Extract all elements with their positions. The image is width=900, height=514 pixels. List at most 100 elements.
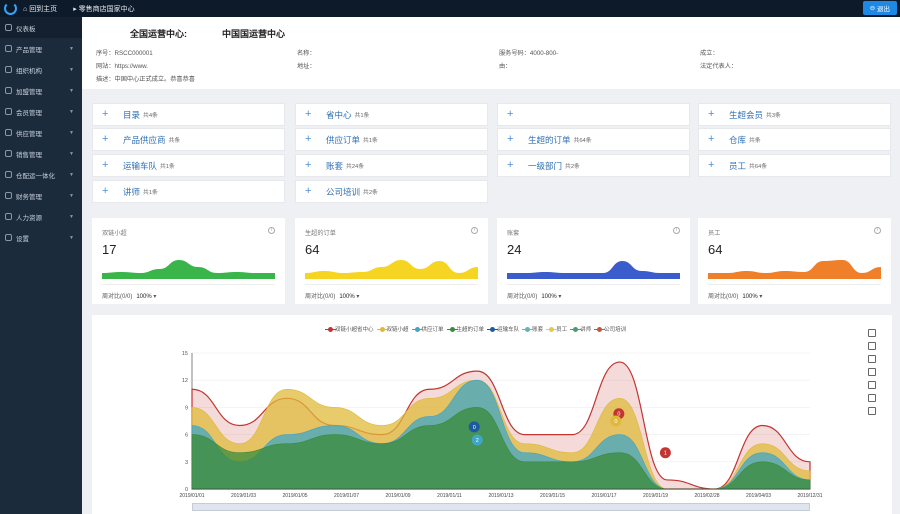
sidebar-item-9[interactable]: 人力资源 ▼ xyxy=(0,206,82,227)
menu-icon xyxy=(5,129,12,136)
marker-pin[interactable] xyxy=(471,434,483,446)
x-tick-label: 2019/01/15 xyxy=(540,493,565,499)
quick-card-7[interactable]: + 仓库 共条 xyxy=(698,128,891,151)
quick-card-count: 共1条 xyxy=(363,138,378,144)
legend-item-6[interactable]: 员工 xyxy=(546,325,567,333)
quick-card-name: 讲师 xyxy=(123,186,141,197)
sidebar-item-2[interactable]: 组织机构 ▼ xyxy=(0,59,82,80)
sidebar-item-5[interactable]: 供应管理 ▼ xyxy=(0,122,82,143)
menu-icon xyxy=(5,150,12,157)
quick-card-3[interactable]: + 生超会员 共3条 xyxy=(698,103,891,126)
zoom-icon[interactable] xyxy=(868,329,876,337)
y-tick-label: 3 xyxy=(185,460,188,466)
sidebar-item-0[interactable]: 仪表板 xyxy=(0,17,82,38)
sidebar-item-7[interactable]: 仓配运一体化 ▼ xyxy=(0,164,82,185)
quick-card-6[interactable]: + 生超的订单 共64条 xyxy=(497,128,690,151)
chevron-down-icon: ▼ xyxy=(69,129,74,136)
quick-card-name: 产品供应商 xyxy=(123,134,166,145)
sparkline-area xyxy=(708,260,881,279)
quick-card-10[interactable]: + 一级部门 共2条 xyxy=(497,154,690,177)
chevron-down-icon: ▼ xyxy=(69,66,74,73)
info-icon[interactable]: i xyxy=(471,227,478,234)
y-tick-label: 12 xyxy=(182,378,188,384)
sidebar-item-6[interactable]: 销售管理 ▼ xyxy=(0,143,82,164)
home-link-label: 回到主页 xyxy=(29,5,58,13)
legend-item-4[interactable]: 运输车队 xyxy=(487,325,519,333)
sidebar-item-label: 产品管理 xyxy=(16,46,42,54)
legend-item-2[interactable]: 供应订单 xyxy=(411,325,444,333)
legend-item-0[interactable]: 双链小超省中心 xyxy=(325,325,374,333)
plus-icon: + xyxy=(507,108,514,120)
stat-footer-label: 周对比(0/0) xyxy=(507,294,538,300)
plus-icon: + xyxy=(708,108,715,120)
zoom-reset-icon[interactable] xyxy=(868,342,876,350)
info-title-left: 全国运营中心: xyxy=(130,29,187,39)
marker-pin[interactable] xyxy=(659,447,671,459)
sidebar-item-10[interactable]: 设置 ▼ xyxy=(0,227,82,248)
sidebar-item-1[interactable]: 产品管理 ▼ xyxy=(0,38,82,59)
sidebar-item-label: 财务管理 xyxy=(16,193,42,201)
quick-card-8[interactable]: + 运输车队 共1条 xyxy=(92,154,285,177)
stat-label: 员工 xyxy=(708,230,721,237)
quick-card-0[interactable]: + 目录 共4条 xyxy=(92,103,285,126)
download-icon[interactable] xyxy=(868,407,876,415)
main-content: 全国运营中心: 中国国运营中心 序号：RSCC000001 网站：https:/… xyxy=(82,17,900,514)
quick-card-count: 共1条 xyxy=(143,190,158,196)
quick-card-2[interactable]: + xyxy=(497,103,690,126)
sidebar-item-label: 人力资源 xyxy=(16,214,42,222)
exit-button[interactable]: ⊖ 退出 xyxy=(862,1,897,15)
stat-card-3: 员工 i 64 周对比(0/0) 100% ▾ xyxy=(698,218,891,304)
home-link[interactable]: ⌂ 回到主页 xyxy=(23,5,58,13)
x-tick-label: 2019/01/01 xyxy=(179,493,204,499)
info-desc: 描述：中国中心正式成立。恭喜恭喜 xyxy=(96,76,195,83)
quick-card-9[interactable]: + 账套 共24条 xyxy=(295,154,488,177)
quick-card-11[interactable]: + 员工 共64条 xyxy=(698,154,891,177)
line-chart-icon[interactable] xyxy=(868,368,876,376)
stat-card-2: 账套 i 24 周对比(0/0) 100% ▾ xyxy=(497,218,690,304)
stat-value: 17 xyxy=(102,242,117,257)
info-icon[interactable]: i xyxy=(874,227,881,234)
exit-icon: ⊖ xyxy=(869,5,877,12)
quick-card-count: 共条 xyxy=(749,138,761,144)
stat-label: 双链小超 xyxy=(102,230,127,237)
info-icon[interactable]: i xyxy=(673,227,680,234)
stat-footer-label: 周对比(0/0) xyxy=(305,294,336,300)
stat-percent: 100% xyxy=(136,294,152,300)
chevron-down-icon: ▼ xyxy=(69,192,74,199)
legend-dot xyxy=(411,326,423,332)
quick-card-12[interactable]: + 讲师 共1条 xyxy=(92,180,285,203)
plus-icon: + xyxy=(305,185,312,197)
quick-card-5[interactable]: + 供应订单 共1条 xyxy=(295,128,488,151)
info-icon[interactable]: i xyxy=(268,227,275,234)
bar-chart-icon[interactable] xyxy=(868,381,876,389)
sidebar-item-8[interactable]: 财务管理 ▼ xyxy=(0,185,82,206)
legend-item-3[interactable]: 生超的订单 xyxy=(446,325,484,333)
stat-card-0: 双链小超 i 17 周对比(0/0) 100% ▾ xyxy=(92,218,285,304)
legend-dot xyxy=(376,326,388,332)
quick-card-name: 供应订单 xyxy=(326,134,361,145)
data-zoom-slider[interactable] xyxy=(192,503,810,511)
data-view-icon[interactable] xyxy=(868,355,876,363)
quick-card-1[interactable]: + 省中心 共1条 xyxy=(295,103,488,126)
restore-icon[interactable] xyxy=(868,394,876,402)
quick-card-name: 公司培训 xyxy=(326,186,361,197)
info-title-right: 中国国运营中心 xyxy=(222,29,286,39)
legend-item-1[interactable]: 双链小超 xyxy=(376,325,409,333)
sidebar: 仪表板 产品管理 ▼ 组织机构 ▼ 加盟管理 ▼ 会员管理 ▼ 供应管理 ▼ 销售管理 ▼ 仓配运一体化 ▼… xyxy=(0,17,82,514)
legend-item-8[interactable]: 公司培训 xyxy=(594,325,626,333)
quick-card-name: 生超会员 xyxy=(729,109,764,120)
plus-icon: + xyxy=(708,159,715,171)
chevron-down-icon: ▼ xyxy=(69,87,74,94)
x-tick-label: 2019/01/07 xyxy=(334,493,359,499)
sidebar-item-4[interactable]: 会员管理 ▼ xyxy=(0,101,82,122)
quick-card-13[interactable]: + 公司培训 共2条 xyxy=(295,180,488,203)
legend-item-5[interactable]: 账套 xyxy=(522,325,543,333)
plus-icon: + xyxy=(507,133,514,145)
info-address: 地址： xyxy=(297,63,316,70)
marker-pin[interactable] xyxy=(610,415,622,427)
quick-card-4[interactable]: + 产品供应商 共条 xyxy=(92,128,285,151)
marker-pin[interactable] xyxy=(468,421,480,433)
stat-label: 生超的订单 xyxy=(305,230,336,237)
sidebar-item-3[interactable]: 加盟管理 ▼ xyxy=(0,80,82,101)
legend-item-7[interactable]: 讲师 xyxy=(570,325,591,333)
